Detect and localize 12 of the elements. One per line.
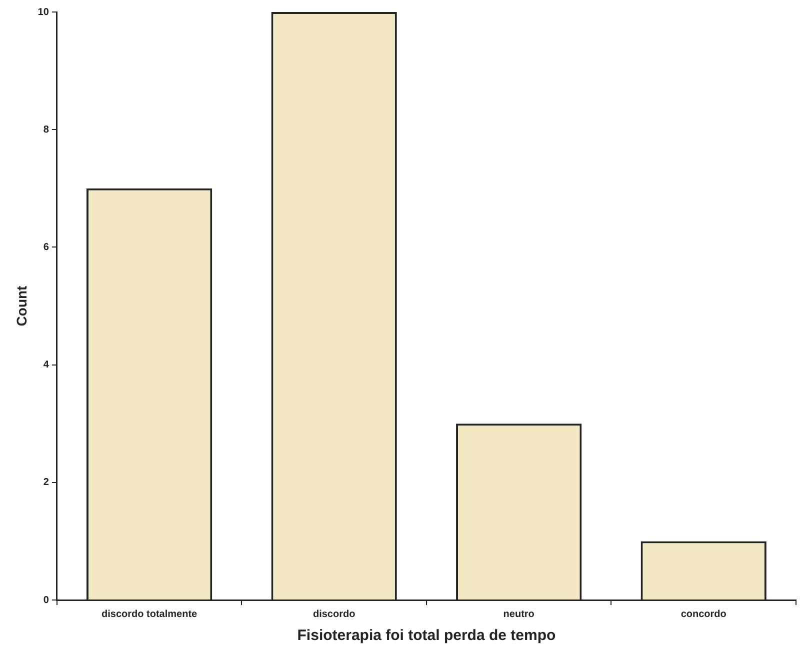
y-tick-label: 6 bbox=[43, 242, 50, 253]
y-tick-label: 0 bbox=[43, 594, 50, 606]
y-tick-label: 4 bbox=[43, 360, 50, 371]
x-axis-title: Fisioterapia foi total perda de tempo bbox=[297, 627, 556, 644]
x-tick-label: discordo totalmente bbox=[102, 608, 198, 620]
x-tick-label: discordo bbox=[312, 608, 356, 620]
x-tick-label: neutro bbox=[503, 608, 534, 620]
y-tick-label: 8 bbox=[43, 124, 50, 136]
y-tick-label: 10 bbox=[38, 6, 50, 18]
x-tick-label: concordo bbox=[680, 608, 726, 620]
y-tick-label: 2 bbox=[43, 477, 50, 488]
y-axis-title: Count bbox=[13, 285, 30, 326]
